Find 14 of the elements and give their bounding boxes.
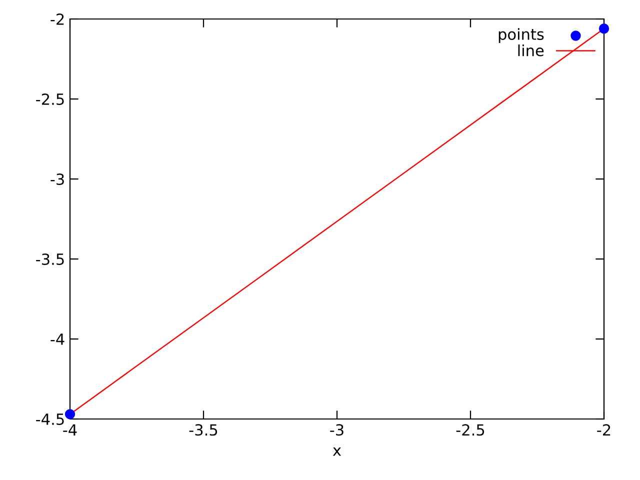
x-tick-label: -2.5	[456, 424, 484, 436]
x-tick-label: -3	[330, 424, 344, 436]
y-tick-label: -3.5	[36, 253, 64, 266]
y-tick-label: -4	[50, 334, 64, 345]
x-tick-label: -2	[597, 424, 610, 436]
y-tick-label: -2.5	[36, 93, 64, 106]
x-tick-label: -4	[63, 424, 77, 436]
legend-label: points	[498, 28, 544, 43]
x-tick-label: -3.5	[189, 424, 218, 436]
y-tick-label: -2	[50, 13, 64, 25]
x-axis-title: x	[332, 447, 342, 456]
legend-label: line	[518, 44, 544, 56]
y-tick-label: -3	[50, 173, 64, 186]
y-tick-label: -4.5	[36, 414, 64, 426]
